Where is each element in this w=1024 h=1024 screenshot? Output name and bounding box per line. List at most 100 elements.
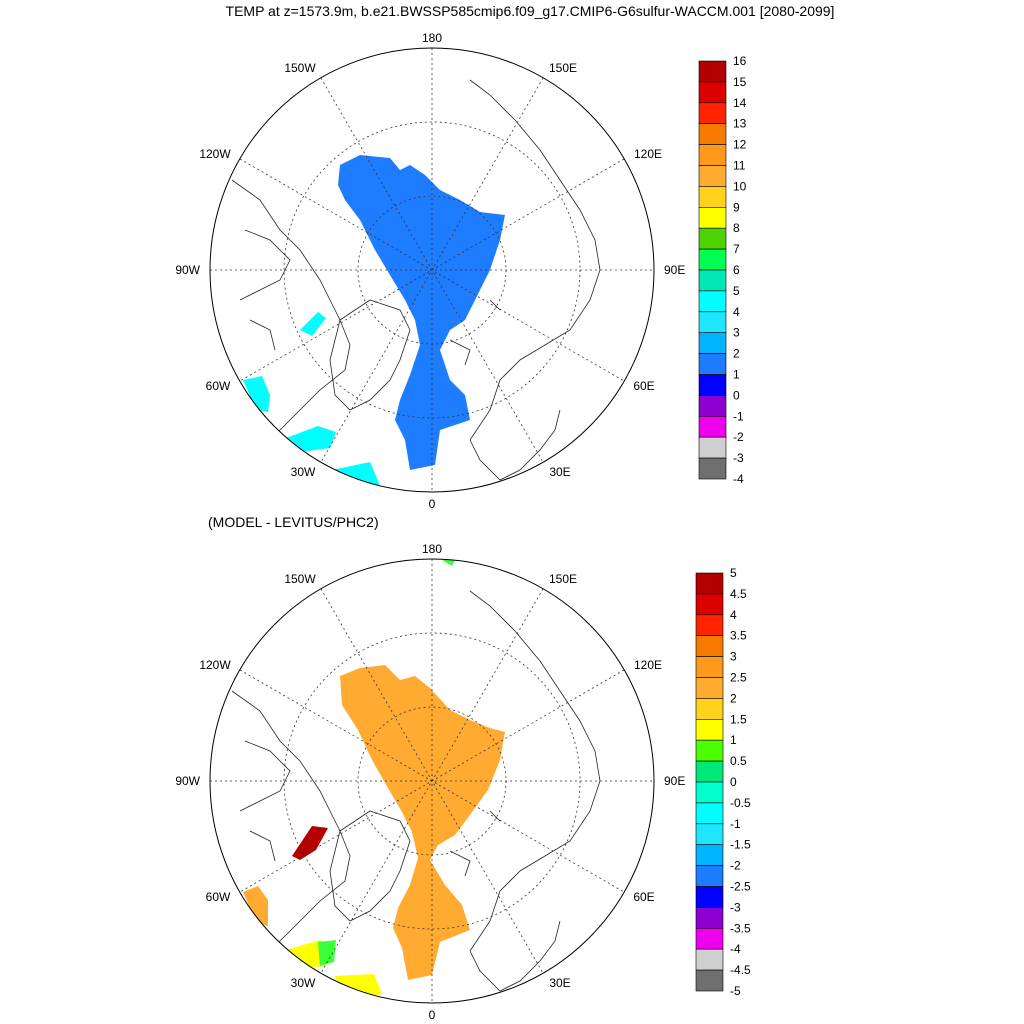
cyan-patch-baffin bbox=[300, 312, 326, 336]
colorbar-top-swatch bbox=[698, 207, 727, 229]
colorbar-top-tick-label: 6 bbox=[733, 263, 740, 277]
colorbar-bottom-tick-label: 0.5 bbox=[730, 754, 747, 768]
colorbar-top-tick-label: 9 bbox=[733, 200, 740, 214]
colorbar-top-tick-label: 12 bbox=[733, 138, 747, 152]
colorbar-top-swatch bbox=[698, 102, 727, 125]
coastline-north-america bbox=[231, 179, 351, 446]
lon-label-120e: 120E bbox=[634, 147, 662, 161]
green-patch-atlantic bbox=[318, 940, 336, 966]
lon-label-120e-b: 120E bbox=[634, 658, 662, 672]
colorbar-bottom-tick-label: -1 bbox=[730, 817, 741, 831]
lon-label-30e: 30E bbox=[549, 465, 570, 479]
colorbar-top-swatch bbox=[698, 395, 727, 417]
colorbar-top-tick-label: 16 bbox=[733, 54, 747, 68]
colorbar-top-tick-label: 4 bbox=[733, 305, 740, 319]
colorbar-top-swatch bbox=[698, 332, 727, 354]
lon-label-150e-b: 150E bbox=[549, 572, 577, 586]
colorbar-top-swatch bbox=[698, 165, 727, 187]
colorbar-bottom-swatch bbox=[695, 593, 724, 616]
colorbar-bottom-tick-label: 2.5 bbox=[730, 671, 747, 685]
colorbar-bottom-swatch bbox=[695, 802, 724, 825]
colorbar-bottom-swatch bbox=[695, 739, 724, 762]
colorbar-bottom-tick-label: -4.5 bbox=[730, 963, 751, 977]
lon-label-150w-b: 150W bbox=[284, 572, 316, 586]
dark-red-patch bbox=[292, 826, 328, 860]
colorbar-top-tick-label: 10 bbox=[733, 179, 747, 193]
colorbar-top-swatch bbox=[698, 353, 727, 375]
colorbar-top-swatch bbox=[698, 436, 727, 459]
coastline-scandinavia-b bbox=[469, 920, 561, 992]
colorbar-top-swatch bbox=[698, 311, 727, 333]
lon-label-90w-b: 90W bbox=[175, 774, 200, 788]
colorbar-top-tick-label: 7 bbox=[733, 242, 740, 256]
colorbar-bottom-tick-label: -5 bbox=[730, 984, 741, 998]
colorbar-top-swatch bbox=[698, 415, 727, 438]
lon-label-150w: 150W bbox=[284, 61, 316, 75]
colorbar-top-tick-label: 5 bbox=[733, 284, 740, 298]
temperature-field-main bbox=[338, 155, 505, 470]
colorbar-bottom-tick-label: 3 bbox=[730, 650, 737, 664]
cyan-patch-atlantic bbox=[286, 426, 336, 452]
lon-label-90w: 90W bbox=[175, 263, 200, 277]
colorbar-bottom-tick-label: -3 bbox=[730, 900, 741, 914]
lon-label-180-b: 180 bbox=[422, 542, 442, 556]
colorbar-bottom-tick-label: 4.5 bbox=[730, 587, 747, 601]
colorbar-bottom-swatch bbox=[695, 927, 724, 950]
colorbar-bottom-swatch bbox=[695, 969, 724, 992]
lon-label-60w: 60W bbox=[206, 379, 231, 393]
colorbar-top-swatch bbox=[698, 227, 727, 250]
temperature-diff-field bbox=[340, 665, 505, 980]
colorbar-top-swatch bbox=[698, 248, 727, 271]
colorbar-bottom-tick-label: -2 bbox=[730, 859, 741, 873]
colorbar-top-swatch bbox=[698, 60, 727, 83]
coastline-greenland-b bbox=[329, 810, 411, 922]
colorbar-bottom-swatch bbox=[695, 656, 724, 678]
lon-label-150e: 150E bbox=[549, 61, 577, 75]
colorbar-bottom-swatch bbox=[695, 886, 724, 908]
cyan-patch-south bbox=[332, 462, 380, 490]
colorbar-top-tick-label: 1 bbox=[733, 368, 740, 382]
colorbar-bottom-tick-label: 1 bbox=[730, 733, 737, 747]
coastline-north-america-b bbox=[231, 690, 351, 957]
colorbar-bottom-swatch bbox=[695, 572, 724, 595]
colorbar-top-tick-label: 3 bbox=[733, 326, 740, 340]
colorbar-top-swatch bbox=[698, 186, 727, 208]
top-polar-map: 180 0 90W 90E 150W 120W 60W 30W 150E 120… bbox=[175, 31, 685, 511]
colorbar-bottom-tick-label: -2.5 bbox=[730, 880, 751, 894]
colorbar-top-tick-label: 15 bbox=[733, 75, 747, 89]
lon-label-60e-b: 60E bbox=[633, 890, 654, 904]
colorbar-bottom-tick-label: 3.5 bbox=[730, 629, 747, 643]
lon-label-30e-b: 30E bbox=[549, 976, 570, 990]
colorbar-top-swatch bbox=[698, 374, 727, 396]
orange-patch-labrador bbox=[243, 886, 268, 926]
colorbar-top-tick-label: 0 bbox=[733, 388, 740, 402]
cyan-patch-labrador bbox=[243, 376, 270, 412]
colorbar-top-tick-label: -4 bbox=[733, 472, 744, 486]
lon-label-180: 180 bbox=[422, 31, 442, 45]
lon-label-30w-b: 30W bbox=[291, 976, 316, 990]
colorbar-bottom-tick-label: 5 bbox=[730, 566, 737, 580]
colorbar-top-tick-label: 8 bbox=[733, 221, 740, 235]
lon-label-90e: 90E bbox=[664, 263, 685, 277]
colorbar-top-tick-label: -3 bbox=[733, 451, 744, 465]
colorbar-bottom-swatch bbox=[695, 781, 724, 804]
colorbar-bottom-tick-label: -1.5 bbox=[730, 838, 751, 852]
bottom-polar-map: 180 0 90W 90E 150W 120W 60W 30W 150E 120… bbox=[175, 542, 685, 1022]
lon-label-60w-b: 60W bbox=[206, 890, 231, 904]
colorbar-bottom-swatch bbox=[695, 635, 724, 657]
colorbar-top-swatch bbox=[698, 123, 727, 145]
colorbar-top-tick-label: 11 bbox=[733, 159, 746, 173]
colorbar-top-tick-label: -2 bbox=[733, 430, 744, 444]
colorbar-bottom: 5 4.5 4 3.5 3 2.5 2 1.5 1 0.5 0 -0.5 -1 -1.5 -2 -2.5 -3 -… bbox=[695, 566, 751, 998]
lon-label-60e: 60E bbox=[633, 379, 654, 393]
coastline-scandinavia bbox=[469, 409, 561, 481]
colorbar-bottom-swatch bbox=[695, 614, 724, 636]
lon-label-30w: 30W bbox=[291, 465, 316, 479]
colorbar-bottom-tick-label: 0 bbox=[730, 775, 737, 789]
colorbar-top-swatch bbox=[698, 457, 727, 480]
diff-title: (MODEL - LEVITUS/PHC2) bbox=[208, 514, 379, 530]
colorbar-bottom-tick-label: 2 bbox=[730, 691, 737, 705]
colorbar-bottom-swatch bbox=[695, 948, 724, 971]
main-title: TEMP at z=1573.9m, b.e21.BWSSP585cmip6.f… bbox=[226, 3, 835, 19]
